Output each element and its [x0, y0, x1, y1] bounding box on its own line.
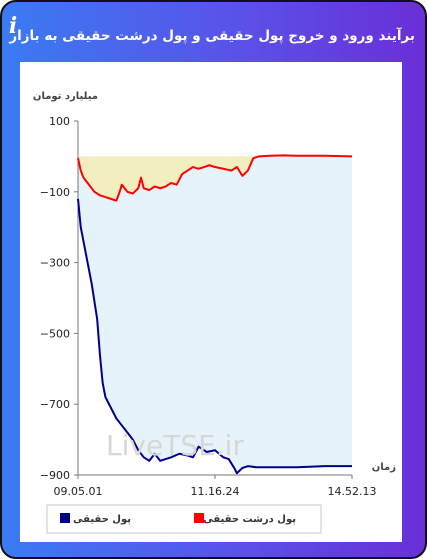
chart-panel: 100 −100 −300 −500 −700 −900 09.05.01 11.16.24 1… [20, 62, 402, 542]
x-tick-label-0: 09.05.01 [54, 485, 103, 498]
y-tick-label-2: −300 [40, 257, 70, 270]
legend-label-red: پول درشت حقیقی [203, 514, 296, 525]
x-tick-label-2: 14.52.13 [328, 485, 377, 498]
series-line-1 [77, 154, 353, 202]
series-line-0 [77, 198, 352, 475]
y-tick-label-1: −100 [40, 186, 70, 199]
chart-header: برآیند ورود و خروج پول حقیقی و پول درشت … [9, 12, 415, 60]
x-tick-label-1: 11.16.24 [191, 485, 240, 498]
x-axis-label: زمان [372, 462, 396, 473]
chart-svg: 100 −100 −300 −500 −700 −900 09.05.01 11.16.24 1… [33, 91, 396, 534]
legend-swatch-red [194, 513, 204, 523]
y-tick-label-0: 100 [49, 115, 70, 128]
legend: پول درشت حقیقی پول حقیقی [46, 504, 322, 534]
chart-title: برآیند ورود و خروج پول حقیقی و پول درشت … [9, 28, 415, 44]
series-area-1 [78, 155, 352, 201]
info-icon[interactable]: i [8, 13, 18, 39]
legend-label-blue: پول حقیقی [73, 514, 131, 525]
watermark: LiveTSE.ir [106, 429, 244, 462]
series-area-0 [78, 156, 352, 474]
y-tick-label-4: −700 [40, 398, 70, 411]
y-tick-label-5: −900 [40, 469, 70, 482]
y-tick-label-3: −500 [40, 327, 70, 340]
legend-swatch-blue [60, 513, 70, 523]
y-axis-label: میلیارد تومان [33, 91, 98, 102]
